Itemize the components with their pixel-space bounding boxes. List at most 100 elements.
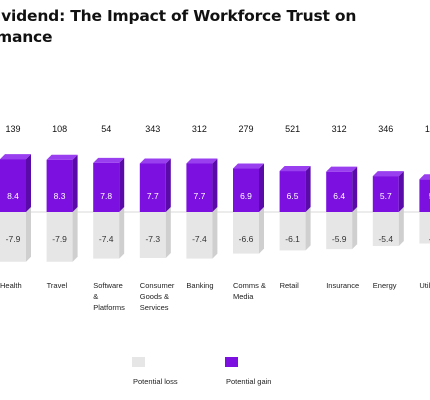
- category-label: Media: [233, 292, 254, 301]
- loss-bar-side: [305, 207, 311, 251]
- gain-bar: [419, 179, 430, 212]
- legend-swatch-loss: [132, 357, 145, 367]
- gain-value-label: 7.7: [147, 191, 159, 201]
- gain-bar-top: [139, 158, 171, 164]
- category-label: Goods &: [140, 292, 169, 301]
- category-label: Comms &: [233, 281, 266, 290]
- category-label: Services: [140, 303, 169, 312]
- loss-bar-side: [72, 207, 78, 262]
- gain-bar-top: [279, 166, 311, 172]
- loss-value-label: -7.3: [145, 234, 160, 244]
- gain-bar-top: [93, 157, 125, 163]
- category-label: &: [93, 292, 98, 301]
- gain-value-label: 6.5: [287, 191, 299, 201]
- top-value-label: 191: [425, 124, 430, 134]
- gain-value-label: 5.: [429, 191, 430, 201]
- gain-bar-top: [233, 163, 264, 169]
- gain-bar: [46, 159, 73, 212]
- loss-bar-side: [352, 207, 358, 250]
- gain-bar: [372, 176, 399, 212]
- category-label: Health: [0, 281, 22, 290]
- gain-bar: [93, 162, 120, 212]
- gain-bar-side: [165, 158, 171, 212]
- gain-value-label: 5.7: [380, 191, 392, 201]
- top-value-label: 312: [192, 124, 207, 134]
- top-value-label: 346: [378, 124, 393, 134]
- loss-bar-side: [119, 207, 125, 259]
- gain-bar-top: [0, 154, 31, 160]
- gain-bar-side: [212, 158, 218, 212]
- gain-bar-side: [72, 154, 78, 212]
- chart-title: ividend: The Impact of Workforce Trust o…: [0, 6, 430, 48]
- loss-bar: [233, 212, 259, 254]
- category-label: Insurance: [326, 281, 359, 290]
- gain-value-label: 6.4: [333, 191, 345, 201]
- category-label: Banking: [186, 281, 213, 290]
- gain-bar-side: [259, 163, 264, 212]
- category-label: Util: [419, 281, 430, 290]
- top-value-label: 312: [332, 124, 347, 134]
- title-line-2: mance: [0, 28, 53, 46]
- gain-bar-top: [326, 166, 358, 172]
- gain-bar: [326, 171, 353, 212]
- loss-value-label: -5.4: [378, 234, 393, 244]
- legend-label-loss: Potential loss: [133, 377, 178, 386]
- category-label: Consumer: [140, 281, 175, 290]
- gain-bar-top: [186, 158, 218, 164]
- loss-value-label: -5.9: [332, 234, 347, 244]
- loss-bar: [139, 212, 166, 258]
- loss-value-label: -7.4: [192, 234, 207, 244]
- loss-value-label: -7.9: [6, 234, 21, 244]
- loss-bar: [186, 212, 213, 259]
- legend-swatch-gain: [225, 357, 238, 367]
- top-value-label: 108: [52, 124, 67, 134]
- loss-bar: [326, 212, 353, 250]
- category-label: Travel: [47, 281, 68, 290]
- gain-value-label: 7.7: [193, 191, 205, 201]
- loss-bar-side: [165, 207, 171, 258]
- gain-bar: [279, 171, 306, 212]
- category-label: Retail: [280, 281, 300, 290]
- gain-bar-side: [398, 171, 404, 212]
- top-value-label: 54: [101, 124, 111, 134]
- gain-value-label: 7.8: [100, 191, 112, 201]
- loss-bar-side: [398, 207, 404, 247]
- loss-bar: [372, 212, 399, 247]
- loss-bar: [419, 212, 430, 244]
- loss-bar: [279, 212, 306, 251]
- gain-value-label: 8.3: [54, 191, 66, 201]
- loss-value-label: -6.6: [239, 234, 254, 244]
- gain-bar-top: [46, 154, 78, 160]
- loss-bar-side: [259, 207, 264, 254]
- gain-bar: [233, 168, 259, 212]
- gain-value-label: 6.9: [240, 191, 252, 201]
- loss-value-label: -5: [429, 234, 430, 244]
- loss-bar-side: [212, 207, 218, 259]
- gain-bar-side: [26, 154, 31, 212]
- gain-bar-top: [419, 174, 430, 180]
- category-label: Energy: [373, 281, 397, 290]
- gain-bar-side: [305, 166, 311, 212]
- loss-value-label: -7.9: [52, 234, 67, 244]
- loss-bar: [0, 212, 26, 262]
- gain-bar: [186, 163, 213, 212]
- gain-value-label: 8.4: [7, 191, 19, 201]
- top-value-label: 279: [238, 124, 253, 134]
- gain-bar: [139, 163, 166, 212]
- loss-bar: [46, 212, 73, 262]
- top-value-label: 343: [145, 124, 160, 134]
- category-label: Platforms: [93, 303, 125, 312]
- legend-label-gain: Potential gain: [226, 377, 272, 386]
- loss-value-label: -6.1: [285, 234, 300, 244]
- top-value-label: 521: [285, 124, 300, 134]
- gain-bar: [0, 159, 26, 212]
- top-value-label: 139: [5, 124, 20, 134]
- gain-bar-side: [352, 166, 358, 212]
- title-line-1: ividend: The Impact of Workforce Trust o…: [0, 7, 357, 25]
- loss-bar: [93, 212, 120, 259]
- loss-bar-side: [26, 207, 31, 262]
- gain-bar-top: [372, 171, 404, 177]
- loss-value-label: -7.4: [99, 234, 114, 244]
- gain-bar-side: [119, 157, 125, 212]
